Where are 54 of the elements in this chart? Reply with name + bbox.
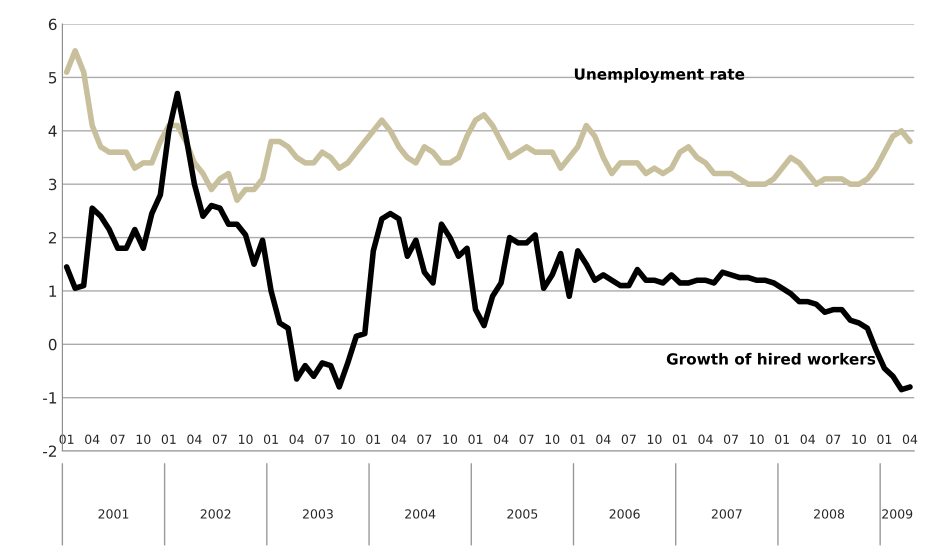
x-tick-label: 04 — [290, 434, 304, 444]
x-tick-label: 01 — [468, 434, 482, 444]
y-tick-label: 6 — [48, 18, 57, 30]
x-tick-label: 01 — [775, 434, 789, 444]
x-tick-label: 07 — [315, 434, 330, 444]
series-label: Growth of hired workers — [666, 352, 876, 365]
y-tick-label: 1 — [49, 286, 56, 297]
x-tick-label: 01 — [60, 434, 74, 444]
text: 2002 — [200, 509, 230, 519]
y-tick-label: 3 — [48, 178, 56, 190]
x-tick-label: 04 — [800, 434, 816, 444]
text: 2005 — [507, 509, 538, 519]
x-tick-label: 10 — [443, 434, 458, 444]
x-tick-label: 01 — [366, 434, 380, 444]
x-tick-label: 01 — [877, 434, 892, 444]
y-tick-label: 0 — [48, 338, 56, 350]
x-tick-label: 04 — [596, 434, 611, 444]
x-tick-label: 04 — [494, 434, 508, 444]
x-tick-label: 10 — [136, 434, 150, 444]
x-tick-label: 10 — [341, 434, 355, 444]
text: 2004 — [405, 509, 436, 519]
x-tick-label: 04 — [392, 434, 406, 444]
x-tick-label: 04 — [187, 434, 202, 444]
x-tick-label: 01 — [162, 434, 176, 444]
x-tick-label: 01 — [570, 434, 585, 444]
text: 2009 — [882, 509, 912, 519]
x-tick-label: 10 — [238, 434, 253, 444]
x-tick-label: 10 — [546, 434, 560, 444]
x-tick-label: 07 — [724, 434, 738, 444]
y-tick-label: 5 — [48, 72, 56, 84]
x-tick-label: 07 — [520, 434, 534, 444]
x-tick-label: 07 — [826, 434, 840, 444]
x-tick-label: 04 — [85, 434, 100, 444]
x-tick-label: 10 — [852, 434, 866, 444]
x-tick-label: 10 — [648, 434, 662, 444]
x-tick-label: 04 — [902, 434, 918, 444]
x-tick-label: 04 — [698, 434, 713, 444]
text: 2007 — [712, 509, 742, 519]
x-tick-label: 01 — [672, 434, 687, 444]
x-tick-label: 01 — [264, 434, 278, 444]
text: 2003 — [302, 509, 333, 519]
text: 2006 — [610, 509, 640, 519]
x-tick-label: 10 — [750, 434, 764, 444]
y-tick-label: 4 — [48, 126, 57, 137]
y-tick-label: -1 — [43, 392, 56, 404]
x-tick-label: 07 — [212, 434, 227, 444]
y-tick-label: -2 — [43, 445, 56, 457]
x-tick-label: 07 — [110, 434, 125, 444]
x-tick-label: 07 — [417, 434, 432, 444]
y-tick-label: 2 — [48, 232, 56, 244]
x-tick-label: 07 — [622, 434, 636, 444]
text: 2001 — [98, 509, 128, 519]
text: Unemployment rate — [574, 68, 744, 83]
text: 2008 — [814, 509, 844, 519]
